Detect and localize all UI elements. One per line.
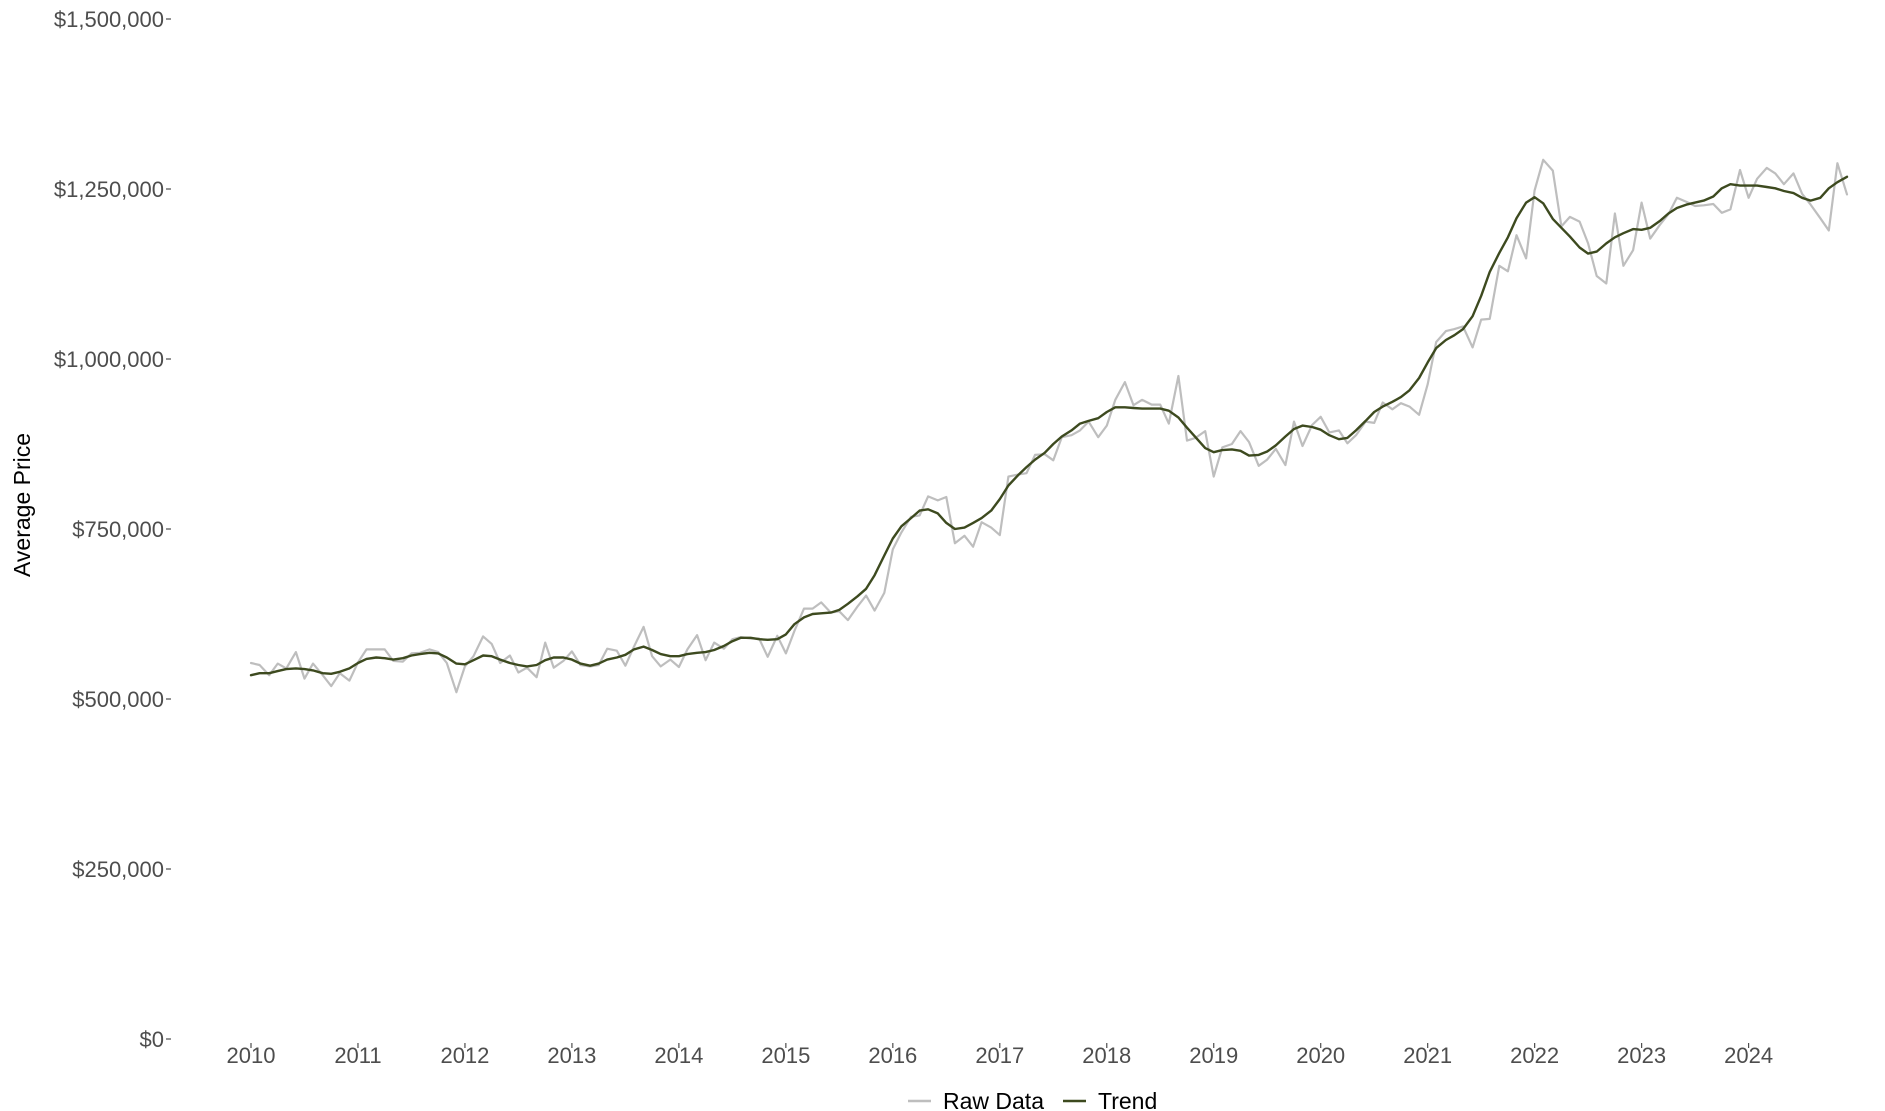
x-tick-label: 2017: [975, 1043, 1024, 1068]
x-tick-label: 2024: [1724, 1043, 1773, 1068]
x-axis: 2010 2011 2012 2013 2014 2015 2016 2017 2018 2019…: [227, 1043, 1773, 1068]
y-tick-label: $1,000,000: [54, 347, 164, 372]
x-tick-label: 2010: [227, 1043, 276, 1068]
y-tick-label: $500,000: [72, 687, 164, 712]
legend: Raw Data Trend: [908, 1088, 1157, 1111]
y-axis: $0 $250,000 $500,000 $750,000 $1,000,000 $1,2…: [54, 7, 171, 1052]
x-tick-label: 2018: [1082, 1043, 1131, 1068]
x-tick-label: 2016: [868, 1043, 917, 1068]
legend-label: Trend: [1098, 1088, 1157, 1111]
trend-line: [249, 175, 1849, 677]
y-axis-title: Average Price: [9, 433, 35, 577]
x-tick-label: 2023: [1617, 1043, 1666, 1068]
x-tick-label: 2014: [654, 1043, 703, 1068]
x-tick-label: 2015: [761, 1043, 810, 1068]
x-tick-label: 2022: [1510, 1043, 1559, 1068]
x-tick-label: 2012: [440, 1043, 489, 1068]
x-tick-label: 2020: [1296, 1043, 1345, 1068]
x-tick-label: 2011: [334, 1043, 381, 1068]
raw-data-line: [249, 158, 1849, 694]
x-tick-label: 2021: [1403, 1043, 1452, 1068]
legend-label: Raw Data: [943, 1088, 1044, 1111]
y-tick-label: $1,250,000: [54, 177, 164, 202]
y-tick-label: $0: [140, 1027, 164, 1052]
y-tick-label: $250,000: [72, 857, 164, 882]
x-tick-label: 2013: [547, 1043, 596, 1068]
plot-area: [249, 158, 1849, 694]
x-tick-label: 2019: [1189, 1043, 1238, 1068]
y-tick-label: $750,000: [72, 517, 164, 542]
y-tick-label: $1,500,000: [54, 7, 164, 32]
